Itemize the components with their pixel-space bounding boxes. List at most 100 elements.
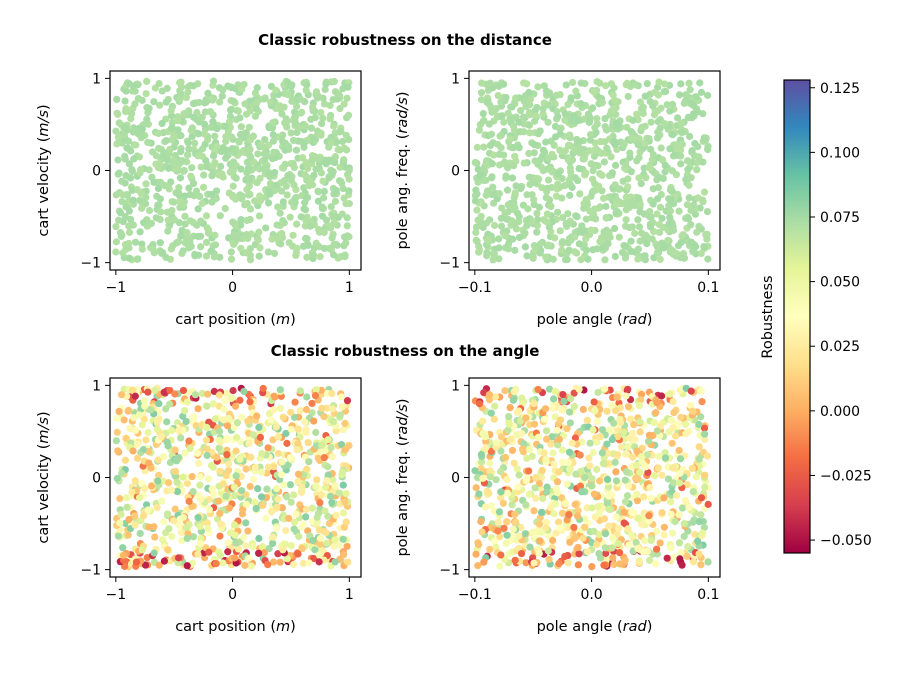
scatter-point (635, 174, 643, 182)
scatter-point (623, 468, 631, 476)
scatter-point (135, 411, 143, 419)
scatter-point (487, 502, 496, 510)
scatter-point (568, 78, 577, 87)
scatter-point (628, 223, 636, 231)
scatter-point (511, 510, 519, 519)
scatter-point (297, 488, 306, 496)
scatter-point (513, 209, 522, 217)
scatter-point (328, 389, 336, 398)
scatter-point (302, 158, 310, 167)
scatter-point (651, 471, 659, 480)
scatter-point (286, 213, 294, 221)
scatter-point (526, 111, 534, 119)
scatter-point (518, 394, 526, 402)
scatter-point (678, 561, 686, 569)
scatter-point (177, 83, 186, 91)
scatter-point (624, 183, 632, 191)
scatter-point (504, 201, 512, 209)
scatter-point (572, 470, 580, 478)
scatter-point (622, 216, 630, 224)
scatter-point (538, 466, 546, 475)
scatter-point (680, 519, 688, 528)
scatter-point (197, 243, 205, 251)
scatter-point (485, 120, 493, 128)
scatter-point (539, 494, 547, 503)
scatter-point (221, 397, 229, 405)
scatter-point (296, 407, 304, 415)
scatter-point (237, 216, 245, 224)
scatter-point (700, 188, 709, 196)
scatter-point (564, 458, 572, 467)
scatter-point (165, 164, 173, 172)
scatter-point (675, 511, 683, 519)
scatter-point (532, 494, 540, 502)
scatter-point (236, 396, 244, 404)
scatter-point (690, 102, 698, 110)
scatter-point (633, 110, 641, 118)
scatter-point (140, 415, 148, 423)
scatter-point (165, 479, 173, 487)
scatter-point (145, 166, 153, 174)
scatter-point (552, 500, 560, 508)
scatter-point (240, 533, 248, 542)
scatter-point (603, 144, 611, 152)
scatter-point (660, 244, 668, 252)
scatter-point (131, 100, 139, 108)
scatter-point (491, 393, 500, 401)
scatter-point (339, 481, 347, 489)
scatter-point (344, 111, 353, 119)
scatter-point (551, 234, 559, 242)
scatter-point (689, 518, 697, 526)
scatter-point (564, 156, 572, 164)
scatter-point (183, 479, 192, 488)
scatter-point (474, 561, 482, 570)
scatter-point (684, 165, 692, 174)
scatter-point (177, 131, 185, 140)
scatter-point (608, 491, 616, 499)
scatter-point (474, 216, 482, 224)
scatter-point (309, 251, 317, 259)
scatter-point (142, 119, 150, 128)
scatter-point (509, 396, 517, 404)
scatter-point (506, 115, 514, 123)
scatter-point (495, 244, 503, 252)
scatter-point (321, 85, 329, 94)
scatter-point (117, 510, 125, 519)
scatter-point (167, 107, 175, 115)
scatter-point (295, 532, 303, 540)
scatter-point (632, 538, 640, 547)
scatter-point (247, 153, 255, 161)
scatter-point (174, 554, 183, 562)
scatter-point (245, 176, 254, 184)
y-tick-label: 0 (451, 471, 460, 487)
scatter-point (237, 165, 245, 173)
scatter-point (661, 454, 670, 462)
scatter-point (320, 100, 329, 108)
scatter-point (695, 455, 703, 463)
scatter-point (227, 394, 236, 402)
scatter-point (591, 407, 599, 415)
scatter-point (245, 439, 253, 448)
scatter-point (209, 162, 217, 170)
scatter-point (629, 116, 637, 124)
scatter-point (316, 534, 325, 542)
scatter-point (114, 156, 122, 164)
scatter-point (604, 240, 612, 248)
scatter-point (321, 507, 329, 515)
scatter-point (183, 398, 191, 406)
scatter-point (138, 245, 146, 253)
scatter-point (607, 80, 615, 88)
scatter-point (330, 241, 338, 249)
scatter-point (176, 95, 184, 103)
scatter-point (675, 446, 683, 455)
scatter-point (216, 212, 224, 220)
scatter-point (644, 468, 652, 477)
scatter-point (554, 170, 562, 178)
scatter-point (521, 229, 529, 237)
scatter-point (272, 423, 280, 431)
scatter-point (510, 388, 518, 396)
scatter-point (641, 92, 649, 100)
scatter-point (185, 107, 193, 115)
scatter-point (277, 470, 286, 479)
scatter-point (193, 449, 202, 457)
